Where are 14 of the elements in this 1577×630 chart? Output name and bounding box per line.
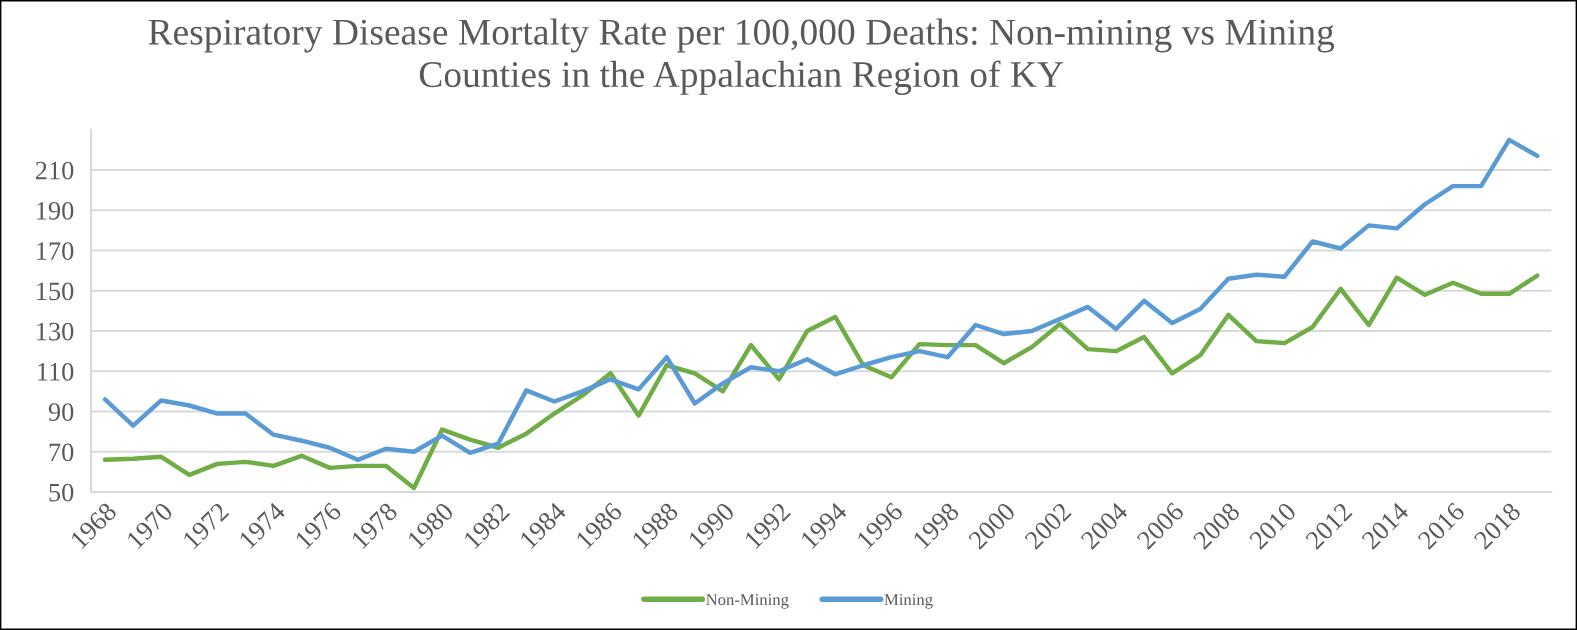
y-tick-label: 50 — [49, 483, 74, 502]
line-series — [102, 273, 1540, 491]
y-tick-label: 210 — [35, 161, 74, 180]
y-tick-label: 110 — [38, 362, 74, 381]
legend-label: Mining — [884, 594, 933, 609]
y-tick-label: 170 — [37, 242, 74, 260]
line-series — [102, 137, 1540, 463]
y-tick-label: 150 — [37, 282, 74, 301]
y-tick-label: 190 — [37, 201, 74, 220]
y-tick-label: 130 — [37, 322, 74, 341]
y-tick-label: 90 — [48, 403, 74, 421]
chart-title: Respiratory Disease Mortalty Rate per 100,000 Deaths: Non-mining vs Mining Counties in the Appalachian Region of KY — [148, 18, 1335, 95]
legend-label: Non-Mining — [706, 594, 789, 609]
y-tick-label: 70 — [49, 443, 74, 462]
